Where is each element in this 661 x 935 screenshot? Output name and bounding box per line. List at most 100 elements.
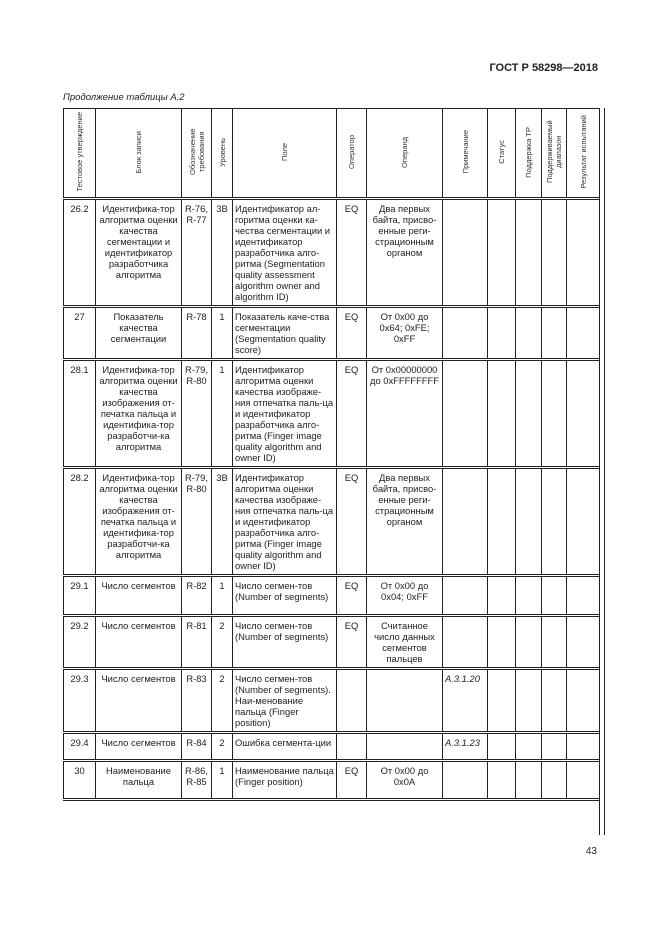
cell-empty [541,359,567,469]
cell-id: 28.2 [63,467,96,577]
cell-id: 26.2 [63,198,96,308]
cell-empty [541,732,567,762]
page-number: 43 [585,846,597,857]
cell-operand [366,732,443,762]
cell-level: 1 [211,760,233,801]
cell-op: EQ [336,467,367,577]
cell-block: Идентифика-тор алгоритма оценки качества… [95,198,182,308]
cell-note [442,575,488,617]
column-header-label: Обозначение требования [187,128,206,176]
cell-field: Число сегмен-тов (Number of segments) [232,575,337,617]
cell-level: 2 [211,668,233,734]
cell-req: R-81 [181,615,212,670]
cell-note [442,198,488,308]
column-header: Поддерживаемый диапазон [541,108,567,200]
cell-empty [487,467,516,577]
cell-empty [566,760,600,801]
table-row: 29.3 Число сегментов R-83 2 Число сегмен-тов… [63,668,600,734]
cell-note: A.3.1.23 [442,732,488,762]
table-row: 26.2 Идентифика-тор алгоритма оценки каче… [63,198,600,308]
column-header-label: Блок записи [134,130,143,174]
column-header: Блок записи [95,108,182,200]
column-header: Уровень [211,108,233,200]
cell-req: R-82 [181,575,212,617]
cell-empty [487,359,516,469]
cell-id: 29.2 [63,615,96,670]
cell-empty [566,467,600,577]
cell-id: 29.1 [63,575,96,617]
cell-empty [566,575,600,617]
cell-field: Наименование пальца (Finger position) [232,760,337,801]
column-header: Результат испытаний [566,108,600,200]
column-header-label: Примечание [460,130,470,174]
cell-empty [566,306,600,361]
cell-empty [515,760,542,801]
column-header: Примечание [442,108,488,200]
cell-note [442,359,488,469]
table-row: 29.4 Число сегментов R-84 2 Ошибка сегмента-… [63,732,600,762]
cell-empty [487,668,516,734]
cell-id: 30 [63,760,96,801]
table-continuation-caption: Продолжение таблицы А.2 [63,92,185,103]
cell-op [336,732,367,762]
cell-note: A.3.1.20 [442,668,488,734]
column-header-label: Поддерживаемый диапазон [545,120,563,184]
cell-empty [515,668,542,734]
cell-block: Число сегментов [95,575,182,617]
standard-number: ГОСТ Р 58298—2018 [489,62,598,74]
cell-block: Показатель качества сегментации [95,306,182,361]
table-right-frame [599,108,605,835]
cell-empty [541,575,567,617]
cell-operand: От 0x00000000 до 0xFFFFFFFF [366,359,443,469]
cell-level: 3B [211,467,233,577]
cell-note [442,467,488,577]
column-header: Обозначение требования [181,108,212,200]
table-row: 29.1 Число сегментов R-82 1 Число сегмен-тов… [63,575,600,617]
cell-field: Число сегмен-тов (Number of segments). Н… [232,668,337,734]
cell-op: EQ [336,615,367,670]
cell-field: Идентификатор ал-горитма оценки ка-честв… [232,198,337,308]
cell-empty [515,575,542,617]
cell-empty [487,760,516,801]
table-row: 28.2 Идентифика-тор алгоритма оценки каче… [63,467,600,577]
column-header: Оператор [336,108,367,200]
column-header: Поле [232,108,337,200]
cell-note [442,760,488,801]
cell-empty [487,198,516,308]
cell-block: Число сегментов [95,668,182,734]
cell-operand [366,668,443,734]
column-header-label: Операнд [400,136,409,168]
column-header-label: Статус [497,140,506,164]
cell-id: 27 [63,306,96,361]
table-row: 29.2 Число сегментов R-81 2 Число сегмен-тов… [63,615,600,670]
cell-req: R-78 [181,306,212,361]
cell-operand: От 0x00 до 0x0A [366,760,443,801]
cell-op: EQ [336,575,367,617]
column-header: Тестовое утверждение [63,108,96,200]
cell-id: 28.1 [63,359,96,469]
cell-empty [515,306,542,361]
column-header-label: Результат испытаний [578,115,588,189]
cell-req: R-76, R-77 [181,198,212,308]
cell-field: Ошибка сегмента-ции [232,732,337,762]
cell-field: Идентификатор алгоритма оценки качества … [232,467,337,577]
cell-empty [541,467,567,577]
cell-block: Число сегментов [95,615,182,670]
cell-empty [515,467,542,577]
column-header-label: Поле [280,143,289,161]
cell-id: 29.4 [63,732,96,762]
cell-level: 2 [211,732,233,762]
cell-empty [541,198,567,308]
cell-req: R-79, R-80 [181,467,212,577]
cell-empty [515,359,542,469]
cell-block: Идентифика-тор алгоритма оценки качества… [95,359,182,469]
cell-empty [541,760,567,801]
cell-op [336,668,367,734]
cell-req: R-79, R-80 [181,359,212,469]
cell-id: 29.3 [63,668,96,734]
column-header: Статус [487,108,516,200]
cell-level: 1 [211,306,233,361]
cell-empty [541,668,567,734]
column-header: Поддержка ТР [515,108,542,200]
